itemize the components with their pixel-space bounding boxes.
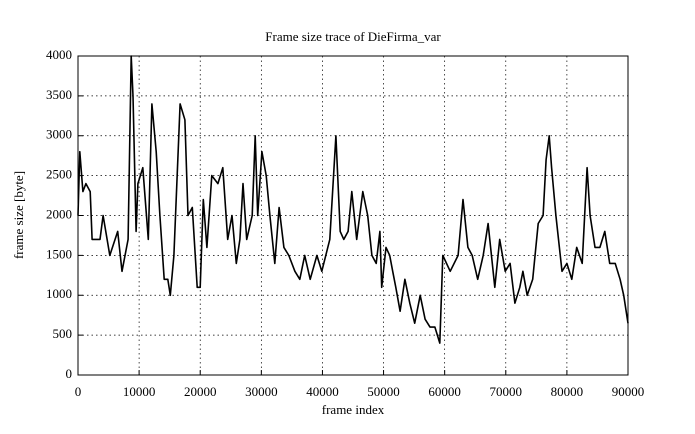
x-tick-label: 40000	[306, 384, 339, 399]
y-tick-label: 4000	[46, 47, 72, 62]
x-tick-label: 0	[75, 384, 82, 399]
x-tick-label: 80000	[551, 384, 584, 399]
data-line	[77, 55, 629, 344]
y-tick-label: 500	[53, 326, 73, 341]
y-tick-label: 0	[66, 366, 73, 381]
y-tick-label: 3000	[46, 127, 72, 142]
y-tick-label: 3500	[46, 87, 72, 102]
x-tick-label: 50000	[367, 384, 400, 399]
x-axis-label: frame index	[322, 402, 385, 417]
y-axis-label: frame size [byte]	[11, 171, 26, 259]
y-tick-label: 2000	[46, 206, 72, 221]
x-tick-label: 60000	[428, 384, 461, 399]
x-tick-label: 20000	[184, 384, 217, 399]
chart-title: Frame size trace of DieFirma_var	[265, 29, 441, 44]
y-tick-label: 1000	[46, 286, 72, 301]
x-tick-label: 90000	[612, 384, 645, 399]
x-tick-label: 10000	[123, 384, 156, 399]
y-tick-label: 2500	[46, 167, 72, 182]
x-tick-label: 70000	[490, 384, 523, 399]
y-tick-label: 1500	[46, 246, 72, 261]
x-tick-label: 30000	[245, 384, 278, 399]
